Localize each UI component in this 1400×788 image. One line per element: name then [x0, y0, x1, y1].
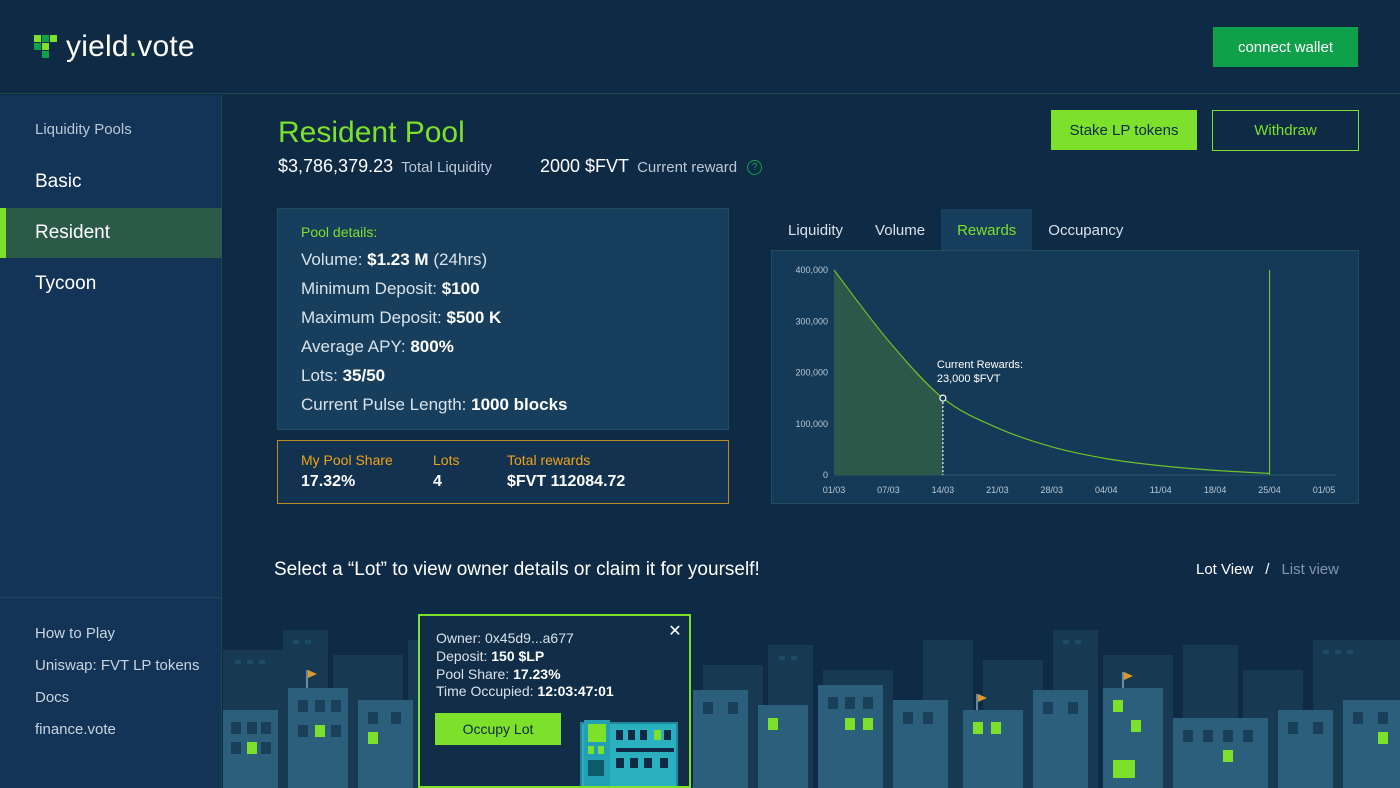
lots-value: 4: [433, 473, 442, 490]
sidebar: Liquidity Pools Basic Resident Tycoon Ho…: [0, 95, 222, 788]
y-tick-label: 300,000: [795, 316, 828, 326]
lots-label: Lots: [433, 452, 460, 468]
page-title: Resident Pool: [278, 116, 465, 149]
tab-volume[interactable]: Volume: [875, 221, 926, 239]
rewards-chart: 0 100,000 200,000 300,000 400,000 01/03 07/03 1…: [771, 250, 1359, 504]
sidebar-item-resident[interactable]: Resident: [0, 208, 222, 258]
detail-volume: Volume: $1.23 M (24hrs): [301, 250, 488, 269]
help-icon[interactable]: ?: [747, 160, 763, 175]
current-reward-point: [939, 394, 947, 402]
pool-details-panel: Pool details: Volume: $1.23 M (24hrs) Mi…: [277, 208, 729, 430]
lot-select-prompt: Select a “Lot” to view owner details or …: [274, 559, 760, 580]
detail-average-apy: Average APY: 800%: [301, 337, 454, 356]
total-rewards-label: Total rewards: [507, 452, 591, 468]
view-toggle: Lot View / List view: [1196, 561, 1339, 578]
stake-lp-tokens-button[interactable]: Stake LP tokens: [1051, 110, 1197, 150]
lot-details-popup: Owner: 0x45d9...a677 Deposit: 150 $LP Po…: [418, 614, 691, 788]
occupy-lot-button[interactable]: Occupy Lot: [435, 713, 561, 745]
x-tick-label: 11/04: [1150, 485, 1172, 495]
popup-time-occupied: Time Occupied: 12:03:47:01: [436, 683, 614, 699]
pool-share-column: My Pool Share 17.32%: [301, 452, 393, 491]
tab-liquidity[interactable]: Liquidity: [788, 221, 844, 239]
pool-share-label: My Pool Share: [301, 452, 393, 468]
tab-rewards[interactable]: Rewards: [941, 209, 1033, 251]
current-reward-stat: 2000 $FVT Current reward ?: [540, 156, 763, 177]
withdraw-button[interactable]: Withdraw: [1212, 110, 1359, 151]
lot-view-link[interactable]: Lot View: [1196, 561, 1254, 578]
total-rewards-column: Total rewards $FVT 112084.72: [507, 452, 625, 491]
x-tick-label: 01/05: [1313, 485, 1336, 495]
my-pool-share-panel: My Pool Share 17.32% Lots 4 Total reward…: [277, 440, 729, 504]
pool-share-value: 17.32%: [301, 473, 356, 490]
total-liquidity-stat: $3,786,379.23 Total Liquidity: [278, 156, 492, 177]
rewards-area: [834, 270, 943, 475]
x-tick-label: 18/04: [1204, 485, 1227, 495]
sidebar-link-how-to-play[interactable]: How to Play: [35, 625, 116, 642]
x-tick-label: 25/04: [1258, 485, 1281, 495]
logo-text: yield.vote: [66, 30, 195, 63]
current-reward-value: 2000 $FVT: [540, 156, 630, 176]
connect-wallet-button[interactable]: connect wallet: [1213, 27, 1358, 67]
city-lots-illustration[interactable]: [223, 600, 1400, 788]
popup-owner: Owner: 0x45d9...a677: [436, 630, 574, 646]
marker-label-line1: Current Rewards:: [937, 359, 1023, 371]
rewards-line: [833, 269, 1270, 475]
y-tick-label: 200,000: [795, 368, 828, 378]
detail-minimum-deposit: Minimum Deposit: $100: [301, 279, 480, 298]
sidebar-link-uniswap[interactable]: Uniswap: FVT LP tokens: [35, 657, 200, 674]
x-tick-label: 04/04: [1095, 485, 1118, 495]
detail-pulse-length: Current Pulse Length: 1000 blocks: [301, 395, 568, 414]
lots-column: Lots 4: [433, 452, 459, 491]
rewards-chart-svg: 0 100,000 200,000 300,000 400,000 01/03 07/03 1…: [795, 265, 1336, 495]
pool-details-heading: Pool details:: [301, 224, 378, 240]
x-tick-label: 14/03: [932, 485, 955, 495]
sidebar-item-tycoon[interactable]: Tycoon: [35, 273, 97, 294]
y-tick-label: 100,000: [795, 419, 828, 429]
total-rewards-value: $FVT 112084.72: [507, 473, 626, 490]
total-liquidity-label: Total Liquidity: [401, 159, 493, 176]
top-header: yield.vote connect wallet: [0, 0, 1400, 94]
detail-lots: Lots: 35/50: [301, 366, 386, 385]
sidebar-item-basic[interactable]: Basic: [35, 171, 82, 192]
list-view-link[interactable]: List view: [1281, 561, 1339, 578]
x-tick-label: 21/03: [986, 485, 1009, 495]
sidebar-heading: Liquidity Pools: [35, 121, 132, 138]
x-tick-label: 28/03: [1041, 485, 1064, 495]
tab-occupancy[interactable]: Occupancy: [1048, 221, 1124, 239]
detail-maximum-deposit: Maximum Deposit: $500 K: [301, 308, 502, 327]
sidebar-link-docs[interactable]: Docs: [35, 689, 70, 706]
y-tick-label: 400,000: [795, 265, 828, 275]
current-reward-label: Current reward: [637, 159, 738, 176]
popup-deposit: Deposit: 150 $LP: [436, 648, 545, 664]
sidebar-divider: [0, 597, 222, 598]
total-liquidity-value: $3,786,379.23: [278, 156, 394, 176]
close-icon[interactable]: ✕: [668, 623, 682, 640]
selected-lot-building-icon: [580, 720, 678, 786]
x-tick-label: 01/03: [823, 485, 846, 495]
chart-tabs: Liquidity Volume Rewards Occupancy: [772, 209, 1139, 251]
y-tick-label: 0: [823, 470, 828, 480]
x-tick-label: 07/03: [877, 485, 900, 495]
sidebar-link-finance-vote[interactable]: finance.vote: [35, 721, 116, 738]
logo-icon: [34, 33, 58, 61]
popup-pool-share: Pool Share: 17.23%: [436, 666, 561, 682]
view-separator: /: [1265, 561, 1270, 578]
marker-label-line2: 23,000 $FVT: [937, 373, 1001, 385]
logo[interactable]: yield.vote: [34, 30, 195, 64]
